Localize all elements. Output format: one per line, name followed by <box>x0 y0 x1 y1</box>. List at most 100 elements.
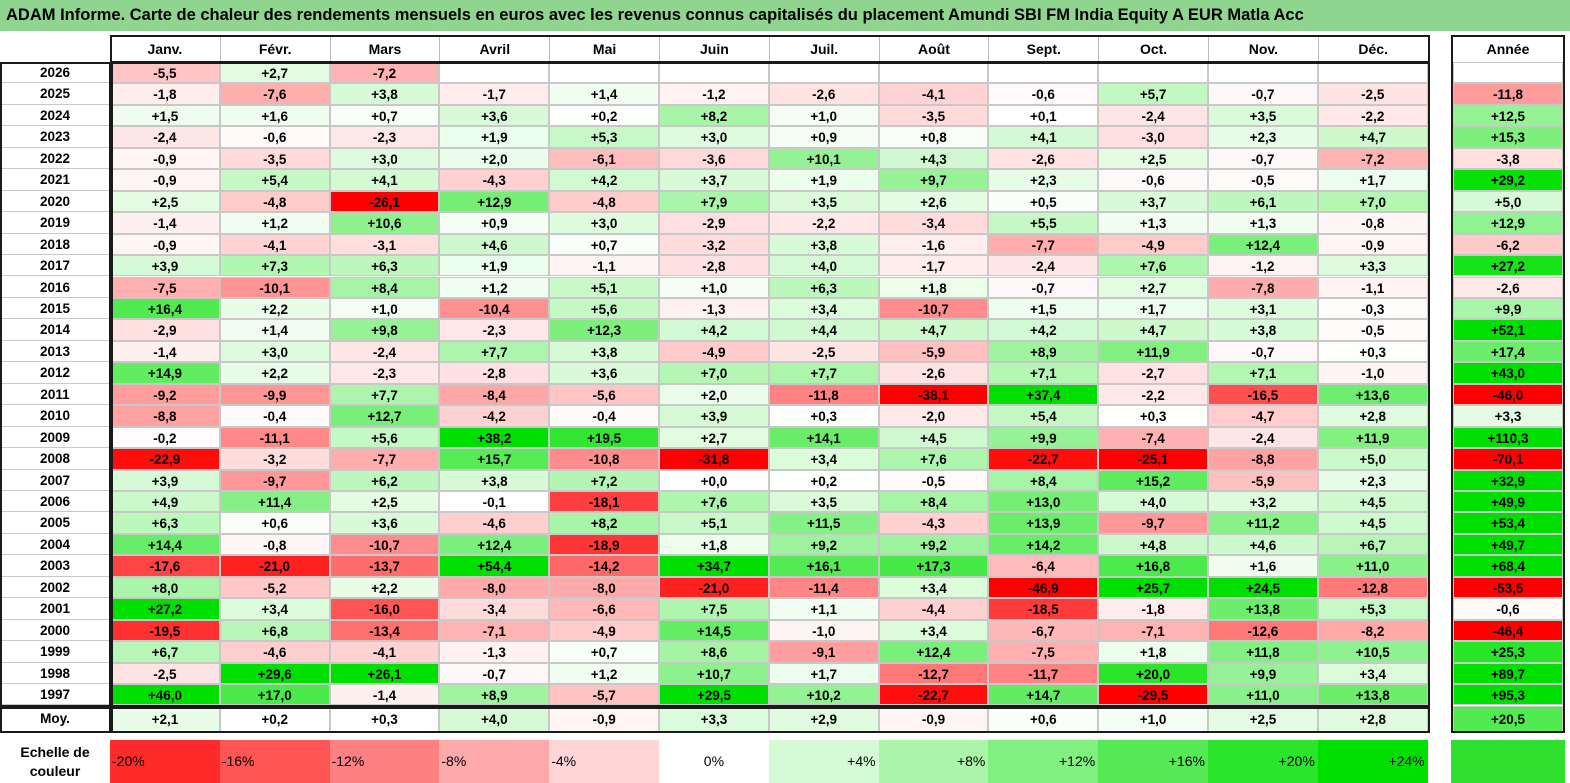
heatmap-cell: +46,0 <box>110 684 220 706</box>
heatmap-cell: +16,1 <box>768 555 879 577</box>
heatmap-cell: -3,4 <box>439 598 550 620</box>
heatmap-cell: +6,7 <box>1317 533 1428 556</box>
heatmap-cell: -2,0 <box>878 405 989 427</box>
heatmap-cell: +7,2 <box>549 469 659 491</box>
month-header: Déc. <box>1317 37 1428 62</box>
heatmap-cell: +9,8 <box>329 319 440 341</box>
year-label: 2011 <box>0 383 110 406</box>
heatmap-cell: +3,7 <box>1098 190 1208 213</box>
heatmap-cell: +17,0 <box>219 684 330 706</box>
heatmap-cell: -1,3 <box>439 641 550 663</box>
annual-cell: +15,3 <box>1453 126 1563 148</box>
heatmap-cell: +3,8 <box>439 469 550 491</box>
heatmap-cell: -1,8 <box>1098 598 1208 620</box>
heatmap-cell: -14,2 <box>549 555 659 577</box>
heatmap-cell: -2,6 <box>768 83 879 105</box>
heatmap-cell: +5,1 <box>659 512 769 534</box>
heatmap-cell: +5,3 <box>549 126 659 148</box>
heatmap-cell: +3,5 <box>768 190 879 213</box>
heatmap-cell: +0,7 <box>549 233 659 256</box>
heatmap-cell: +16,8 <box>1098 555 1208 577</box>
annual-cell: +12,9 <box>1453 212 1563 234</box>
annual-cell: +12,5 <box>1453 104 1563 127</box>
heatmap-cell: -7,6 <box>219 83 330 105</box>
heatmap-cell: -6,4 <box>988 555 1099 577</box>
annual-cell: +27,2 <box>1453 255 1563 277</box>
year-label: 2022 <box>0 147 110 170</box>
scale-step: +8% <box>878 740 989 783</box>
heatmap-cell: -0,8 <box>219 533 330 556</box>
year-label: 2012 <box>0 362 110 384</box>
heatmap-cell: -5,6 <box>549 383 659 406</box>
heatmap-cell: +3,8 <box>329 83 440 105</box>
annual-cell: +17,4 <box>1453 340 1563 363</box>
heatmap-cell: +5,4 <box>988 405 1099 427</box>
heatmap-cell: +6,3 <box>329 255 440 277</box>
heatmap-cell: -38,1 <box>878 383 989 406</box>
annual-cell: +9,9 <box>1453 297 1563 320</box>
annual-cell: +110,3 <box>1453 426 1563 449</box>
heatmap-cell: -2,9 <box>659 212 769 234</box>
heatmap-cell: +1,9 <box>768 169 879 191</box>
heatmap-cell: +4,8 <box>1098 533 1208 556</box>
heatmap-cell: +5,0 <box>1317 448 1428 470</box>
heatmap-cell: +5,4 <box>219 169 330 191</box>
heatmap-cell: +7,6 <box>878 448 989 470</box>
heatmap-cell: +29,5 <box>659 684 769 706</box>
heatmap-cell: -11,1 <box>219 426 330 449</box>
heatmap-cell: +2,5 <box>1098 147 1208 170</box>
heatmap-cell: +8,0 <box>110 576 220 599</box>
heatmap-cell: +2,3 <box>988 169 1099 191</box>
heatmap-cell: +14,9 <box>110 362 220 384</box>
heatmap-cell: -1,4 <box>329 684 440 706</box>
heatmap-cell: -2,6 <box>878 362 989 384</box>
heatmap-cell: -1,8 <box>110 83 220 105</box>
heatmap-cell: -10,8 <box>549 448 659 470</box>
heatmap-cell: -3,5 <box>219 147 330 170</box>
scale-step: -20% <box>110 740 220 783</box>
heatmap-cell: +1,3 <box>1098 212 1208 234</box>
heatmap-cell: -5,5 <box>110 62 220 84</box>
heatmap-cell: +3,5 <box>1208 104 1318 127</box>
month-header: Juil. <box>768 37 879 62</box>
heatmap-cell: +34,7 <box>659 555 769 577</box>
heatmap-cell: -4,9 <box>659 340 769 363</box>
month-header: Sept. <box>988 37 1099 62</box>
heatmap-cell: +9,2 <box>768 533 879 556</box>
heatmap-cell: +3,9 <box>110 469 220 491</box>
heatmap-cell: +13,9 <box>988 512 1099 534</box>
average-cell: +2,1 <box>110 705 220 732</box>
heatmap-cell: -2,8 <box>439 362 550 384</box>
heatmap-cell: -11,7 <box>988 662 1099 685</box>
heatmap-cell: +0,9 <box>439 212 550 234</box>
heatmap-cell: -3,5 <box>878 104 989 127</box>
heatmap-cell: -12,6 <box>1208 619 1318 642</box>
heatmap-cell: +0,3 <box>1098 405 1208 427</box>
heatmap-cell: +3,9 <box>659 405 769 427</box>
year-label: 2016 <box>0 276 110 298</box>
average-cell: +2,5 <box>1208 705 1318 732</box>
average-cell: -0,9 <box>878 705 989 732</box>
year-label: 2010 <box>0 405 110 427</box>
heatmap-cell: +11,5 <box>768 512 879 534</box>
heatmap-cell: -2,2 <box>768 212 879 234</box>
heatmap-cell: +11,9 <box>1317 426 1428 449</box>
annual-cell: -46,4 <box>1453 619 1563 642</box>
heatmap-cell: +7,5 <box>659 598 769 620</box>
heatmap-cell: -0,7 <box>1208 83 1318 105</box>
heatmap-cell: +1,2 <box>219 212 330 234</box>
heatmap-cell: +2,5 <box>110 190 220 213</box>
heatmap-cell: +4,7 <box>878 319 989 341</box>
month-header: Mars <box>329 37 440 62</box>
heatmap-cell: +1,1 <box>768 598 879 620</box>
heatmap-cell: +2,7 <box>1098 276 1208 298</box>
heatmap-cell: -16,5 <box>1208 383 1318 406</box>
heatmap-cell: +15,2 <box>1098 469 1208 491</box>
annual-cell: +53,4 <box>1453 512 1563 534</box>
month-header: Févr. <box>219 37 330 62</box>
annual-header: Année <box>1453 37 1563 62</box>
heatmap-cell: -7,7 <box>329 448 440 470</box>
heatmap-cell: +1,3 <box>1208 212 1318 234</box>
heatmap-cell: +14,1 <box>768 426 879 449</box>
heatmap-cell: -2,9 <box>110 319 220 341</box>
